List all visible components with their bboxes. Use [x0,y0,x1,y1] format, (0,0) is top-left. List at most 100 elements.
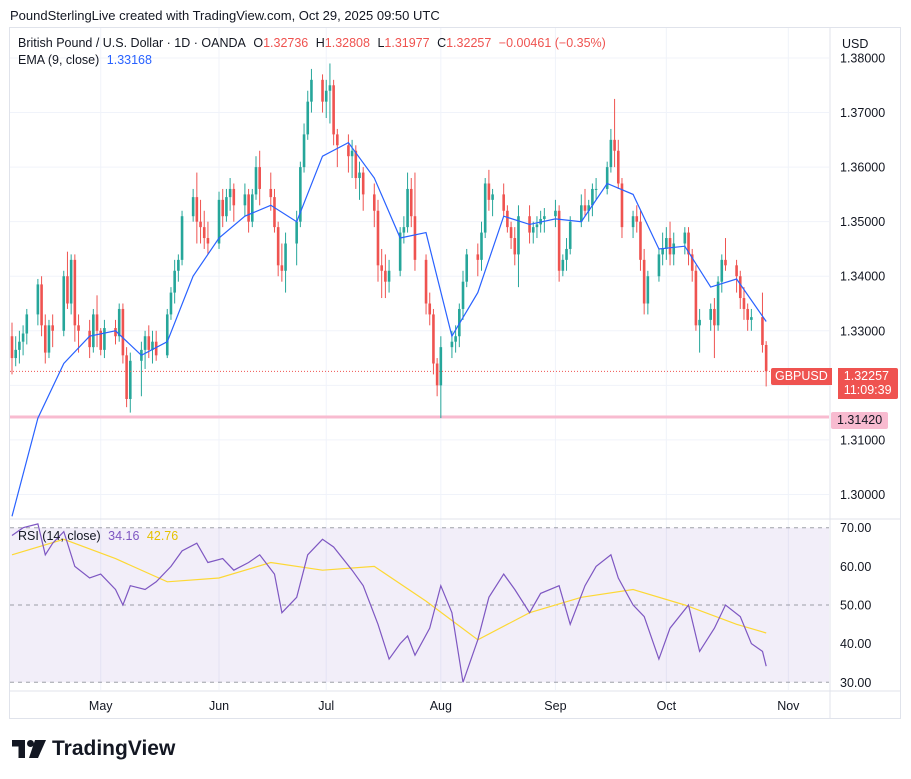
candle-body [761,317,764,345]
candle-body [51,325,54,331]
time-axis-tick: Aug [430,699,452,713]
candle-body [491,194,494,200]
candle-body [642,259,646,304]
candle-body [177,259,180,271]
attribution: PoundSterlingLive created with TradingVi… [10,8,440,23]
candle-body [280,265,284,271]
candle-body [92,314,95,348]
chart-frame [9,27,901,719]
candle-body [121,308,125,356]
candle-body [406,188,409,228]
time-axis-tick: Nov [777,699,800,713]
candle-body [302,134,306,168]
candle-body [742,298,746,309]
candle-body [180,216,184,260]
price-label-price: 1.32257 [843,369,889,383]
candle-body [561,259,565,271]
candle-body [147,336,151,350]
candle-body [672,243,676,255]
candle-body [310,79,313,102]
candle-body [764,344,768,372]
footer-brand[interactable]: TradingView [12,737,175,761]
rsi-ma-value: 42.76 [146,529,179,543]
candle-body [128,360,132,399]
candle-body [613,139,616,151]
candle-body [424,259,428,304]
time-axis-tick: May [89,699,113,713]
rsi-axis-tick: 70.00 [840,521,871,535]
candle-body [143,336,147,350]
time-axis-tick: Oct [657,699,677,713]
candle-body [169,292,173,315]
candle-body [250,194,254,222]
price-legend: British Pound / U.S. Dollar · 1D · OANDA… [18,36,610,50]
candle-body [306,101,310,135]
currency-label[interactable]: USD [842,37,869,51]
candle-body [332,85,335,135]
rsi-value: 34.16 [108,529,140,543]
price-axis-tick: 1.37000 [840,106,885,120]
candle-body [269,188,273,198]
candle-body [716,281,720,326]
candle-body [487,183,491,200]
candle-body [18,341,21,350]
candle-body [10,336,14,359]
candle-body [683,232,687,244]
footer-brand-name: TradingView [52,737,176,760]
candle-body [62,276,66,331]
price-label-symbol: GBPUSD [771,368,832,385]
candle-body [535,224,539,228]
candle-body [354,150,358,179]
candle-body [376,210,380,266]
candle-body [299,167,302,222]
tradingview-logo-icon [12,740,46,758]
candle-body [221,199,225,217]
price-axis-tick: 1.33000 [840,324,885,338]
ohlc-close: C1.32257 [437,36,492,50]
candle-body [66,276,69,304]
time-axis-tick: Sep [544,699,566,713]
candle-body [631,216,635,228]
candle-body [398,232,402,271]
candle-body [724,259,727,266]
candle-body [609,139,613,168]
candle-body [587,205,591,211]
candle-body [506,210,509,228]
candle-body [77,325,80,331]
candle-body [273,197,276,228]
ema-value: 1.33168 [106,53,152,67]
candle-body [295,221,298,244]
candle-body [709,308,713,320]
candle-body [114,328,117,337]
rsi-axis-tick: 30.00 [840,676,871,690]
candle-body [409,188,413,217]
candle-body [276,227,280,266]
rsi-legend: RSI (14, close) 34.16 42.76 [18,529,182,543]
candle-body [554,210,557,217]
ohlc-low: L1.31977 [377,36,430,50]
candle-body [502,194,505,211]
candle-body [402,227,406,233]
ohlc-change: −0.00461 (−0.35%) [498,36,606,50]
candle-body [483,183,487,233]
price-axis-tick: 1.38000 [840,52,885,66]
candle-body [480,232,483,260]
candle-body [387,270,391,282]
candle-body [254,167,258,195]
candle-body [616,150,620,184]
candle-body [88,330,91,348]
candle-body [247,194,250,222]
candle-body [635,216,639,222]
candle-body [439,347,443,386]
candle-body [47,325,51,353]
candle-body [103,328,106,350]
candle-body [228,188,232,198]
candle-body [243,194,247,206]
candle-body [350,150,354,157]
candle-body [738,276,742,299]
candle-body [358,172,361,179]
candle-body [328,85,332,91]
candle-body [258,167,261,189]
ema-line [11,141,767,517]
